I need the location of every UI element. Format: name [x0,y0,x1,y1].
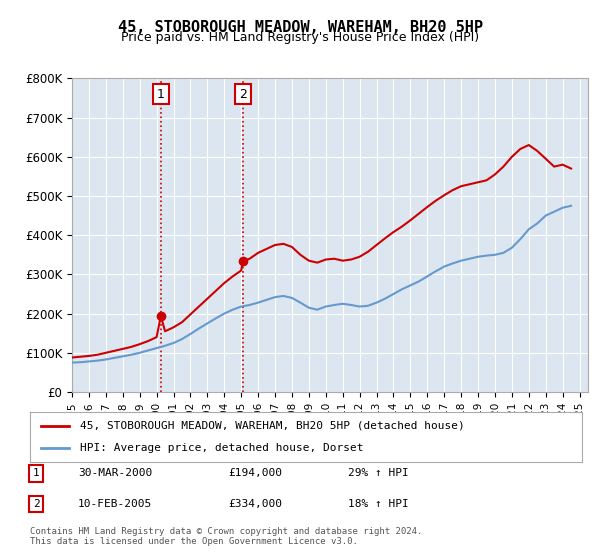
Text: 45, STOBOROUGH MEADOW, WAREHAM, BH20 5HP (detached house): 45, STOBOROUGH MEADOW, WAREHAM, BH20 5HP… [80,421,464,431]
Text: £194,000: £194,000 [228,468,282,478]
Text: £334,000: £334,000 [228,499,282,509]
Text: 45, STOBOROUGH MEADOW, WAREHAM, BH20 5HP: 45, STOBOROUGH MEADOW, WAREHAM, BH20 5HP [118,20,482,35]
Text: Price paid vs. HM Land Registry's House Price Index (HPI): Price paid vs. HM Land Registry's House … [121,31,479,44]
Text: 1: 1 [157,87,165,101]
Text: 2: 2 [239,87,247,101]
Text: 10-FEB-2005: 10-FEB-2005 [78,499,152,509]
Text: 18% ↑ HPI: 18% ↑ HPI [348,499,409,509]
Text: HPI: Average price, detached house, Dorset: HPI: Average price, detached house, Dors… [80,443,363,453]
Text: 2: 2 [32,499,40,509]
Text: 30-MAR-2000: 30-MAR-2000 [78,468,152,478]
Text: 1: 1 [32,468,40,478]
Text: Contains HM Land Registry data © Crown copyright and database right 2024.
This d: Contains HM Land Registry data © Crown c… [30,526,422,546]
Text: 29% ↑ HPI: 29% ↑ HPI [348,468,409,478]
